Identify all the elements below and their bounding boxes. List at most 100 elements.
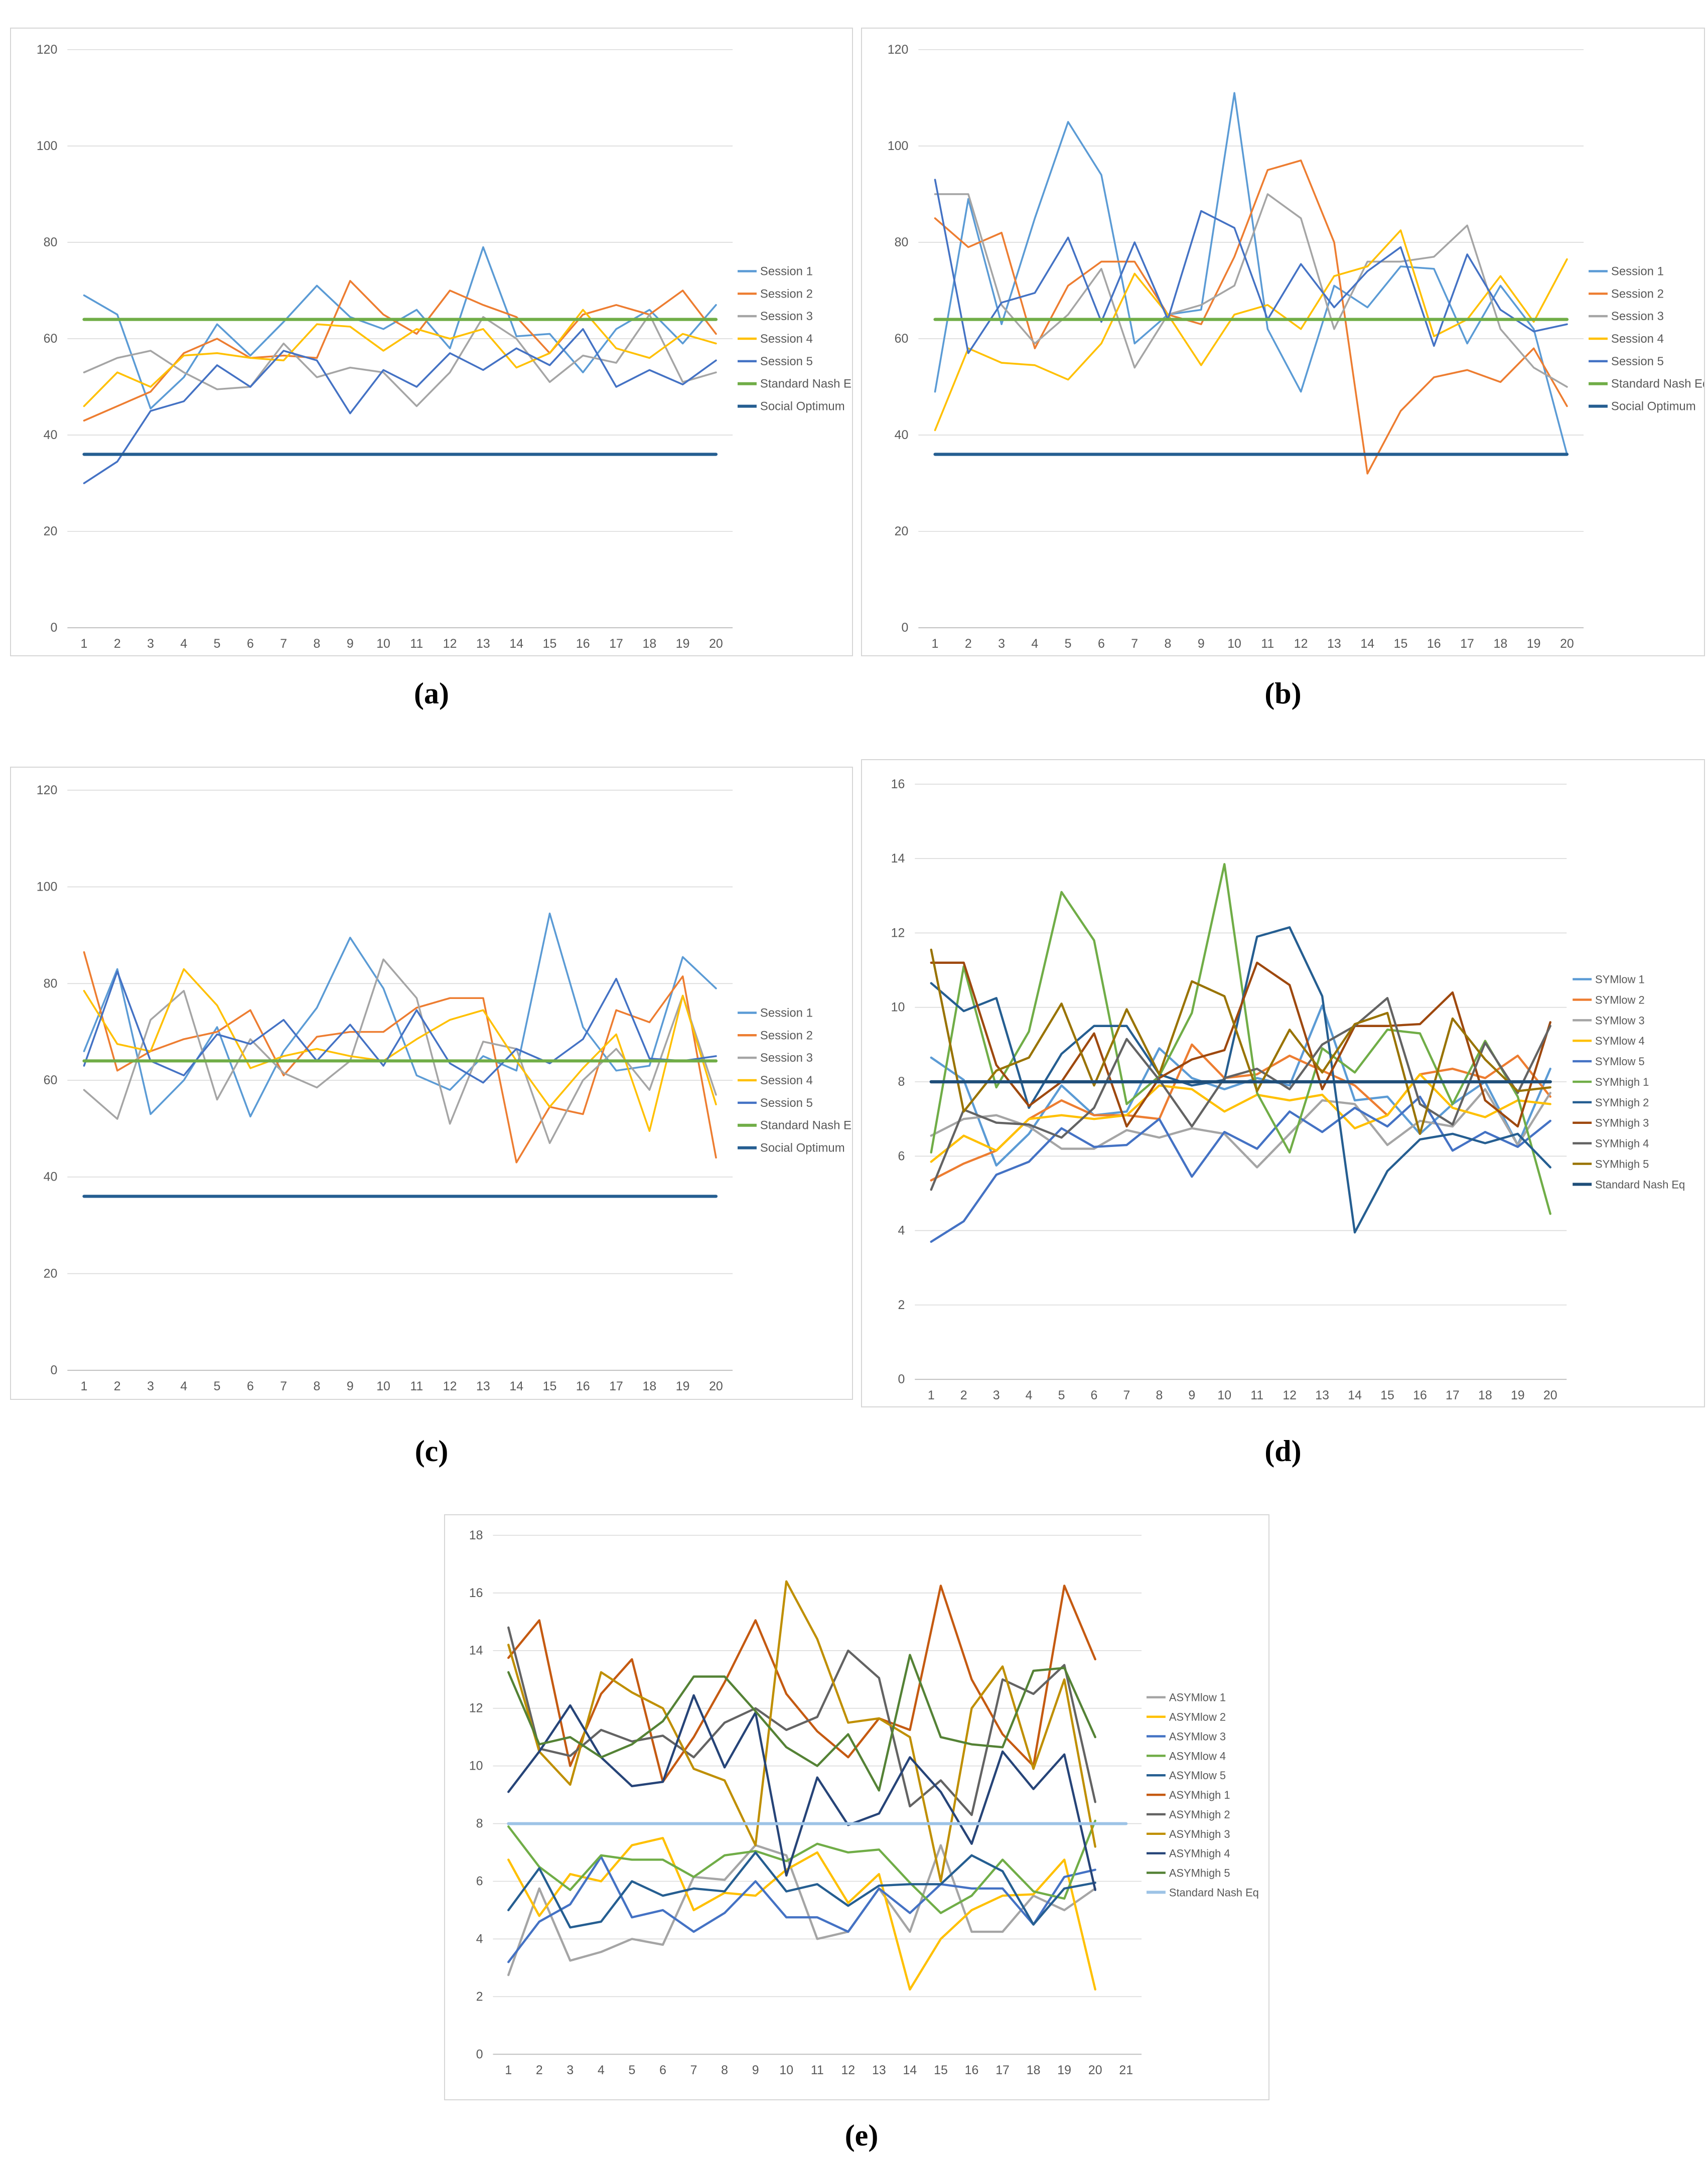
legend-label: SYMlow 4 [1595, 1035, 1645, 1047]
y-tick-label: 60 [44, 1073, 58, 1087]
legend-label: SYMlow 1 [1595, 973, 1645, 986]
legend-label: SYMlow 2 [1595, 993, 1645, 1006]
y-tick-label: 20 [44, 524, 58, 538]
legend-label: Standard Nash Eq [1611, 377, 1704, 391]
y-tick-label: 120 [37, 43, 58, 57]
chart-panel-a: 0 20 40 60 80 100 120 1 2 3 4 5 6 7 8 9 10 11 12 13 14 15 16 17… [10, 28, 853, 656]
x-tick-label: 2 [965, 637, 972, 651]
x-tick-label: 18 [1478, 1388, 1492, 1402]
legend-label: Session 2 [1611, 287, 1664, 301]
x-tick-label: 13 [476, 1379, 490, 1393]
x-tick-label: 18 [642, 637, 656, 651]
legend-label: SYMhigh 3 [1595, 1117, 1649, 1129]
x-tick-label: 7 [690, 2063, 697, 2077]
x-tick-label: 1 [81, 637, 88, 651]
x-tick-label: 11 [410, 637, 423, 651]
legend-label: Social Optimum [1611, 400, 1696, 413]
x-tick-label: 4 [1026, 1388, 1033, 1402]
x-tick-label: 4 [180, 637, 187, 651]
legend-label: Standard Nash Eq [760, 1119, 852, 1132]
legend-label: Social Optimum [760, 400, 845, 413]
series-line-session-2 [83, 279, 717, 422]
y-tick-label: 14 [891, 851, 905, 866]
x-tick-label: 2 [536, 2063, 543, 2077]
y-tick-label: 100 [888, 139, 909, 153]
legend-label: SYMhigh 4 [1595, 1137, 1649, 1150]
legend-label: Session 5 [760, 355, 813, 368]
x-tick-label: 15 [934, 2063, 948, 2077]
x-tick-label: 15 [1380, 1388, 1394, 1402]
caption-d: (d) [1264, 1434, 1302, 1468]
x-tick-label: 10 [1227, 637, 1241, 651]
chart-panel-d: 0 2 4 6 8 10 12 14 16 1 2 3 4 5 6 7 8 9 10 11 12 13 14 15 16 17 18… [861, 759, 1705, 1407]
y-tick-label: 6 [476, 1874, 483, 1888]
x-tick-label: 11 [1250, 1388, 1263, 1402]
legend-label: SYMlow 3 [1595, 1014, 1645, 1027]
series-line-symhigh-4 [930, 997, 1551, 1191]
x-tick-label: 1 [932, 637, 939, 651]
series-line-symhigh-5 [930, 948, 1551, 1135]
series-line-session-5 [934, 179, 1568, 354]
x-tick-label: 17 [1446, 1388, 1460, 1402]
x-tick-label: 4 [180, 1379, 187, 1393]
x-tick-label: 9 [347, 1379, 354, 1393]
y-tick-label: 10 [891, 1000, 905, 1015]
y-tick-label: 6 [898, 1149, 905, 1163]
x-tick-label: 21 [1119, 2063, 1133, 2077]
legend-label: Session 3 [1611, 310, 1664, 323]
y-tick-label: 20 [44, 1266, 58, 1280]
series-line-session-5 [83, 328, 717, 484]
caption-e: (e) [844, 2119, 879, 2152]
x-tick-label: 16 [576, 637, 590, 651]
x-tick-label: 6 [659, 2063, 666, 2077]
legend-label: Session 5 [1611, 355, 1664, 368]
series-line-asymlow-2 [507, 1837, 1096, 1991]
x-tick-label: 16 [1427, 637, 1441, 651]
y-tick-label: 120 [37, 783, 58, 797]
legend-label: Session 3 [760, 310, 813, 323]
x-tick-label: 12 [443, 637, 457, 651]
legend-label: Session 1 [760, 1006, 813, 1020]
caption-b: (b) [1264, 677, 1302, 710]
y-tick-label: 18 [469, 1528, 483, 1542]
x-tick-label: 20 [709, 1379, 723, 1393]
x-tick-label: 18 [643, 1379, 657, 1393]
y-tick-label: 4 [476, 1932, 483, 1946]
series-line-session-1 [83, 912, 717, 1118]
legend-label: Standard Nash Eq [1595, 1178, 1685, 1191]
legend-label: SYMhigh 1 [1595, 1076, 1649, 1088]
y-tick-label: 100 [37, 880, 58, 894]
x-tick-label: 5 [1065, 637, 1072, 651]
caption-a: (a) [414, 677, 449, 710]
x-tick-label: 5 [214, 637, 221, 651]
x-tick-label: 9 [1188, 1388, 1195, 1402]
series-line-session-3 [934, 193, 1568, 388]
y-tick-label: 60 [895, 332, 909, 346]
series-line-symlow-3 [930, 1088, 1551, 1169]
series-line-asymlow-4 [507, 1819, 1096, 1914]
x-tick-label: 10 [376, 637, 390, 651]
series-line-session-3 [83, 314, 717, 407]
y-tick-label: 8 [898, 1075, 905, 1089]
x-tick-label: 5 [629, 2063, 636, 2077]
x-tick-label: 17 [1460, 637, 1474, 651]
x-tick-label: 17 [609, 1379, 623, 1393]
x-tick-label: 12 [443, 1379, 457, 1393]
legend-label: Social Optimum [760, 1141, 845, 1155]
legend-label: ASYMhigh 3 [1169, 1828, 1230, 1840]
legend-label: Session 5 [760, 1096, 813, 1110]
x-tick-label: 7 [1131, 637, 1138, 651]
series-line-symlow-2 [930, 1043, 1551, 1182]
series-line-symlow-4 [930, 1073, 1551, 1163]
x-tick-label: 8 [721, 2063, 728, 2077]
y-tick-label: 0 [898, 1372, 905, 1386]
y-tick-label: 40 [895, 428, 909, 442]
legend-label: Session 1 [1611, 264, 1664, 278]
y-tick-label: 16 [891, 777, 905, 791]
x-tick-label: 12 [1283, 1388, 1297, 1402]
